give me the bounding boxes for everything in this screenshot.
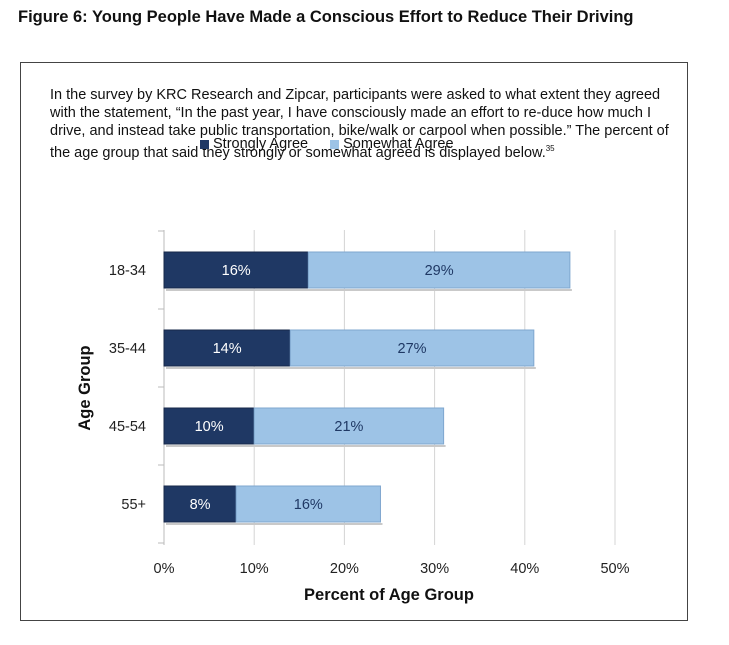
figure-title: Figure 6: Young People Have Made a Consc… (18, 8, 634, 26)
legend-label-somewhat: Somewhat Agree (343, 136, 454, 152)
legend-swatch-somewhat (330, 139, 340, 149)
footnote-ref: 35 (545, 144, 555, 153)
category-label: 55+ (121, 497, 146, 513)
bar-strongly (163, 251, 309, 289)
bar-value-label: 29% (425, 263, 454, 279)
intro-text: In the survey by KRC Research and Zipcar… (50, 86, 675, 162)
x-axis-title: Percent of Age Group (304, 586, 474, 604)
bar-strongly (163, 407, 255, 445)
x-tick-label: 10% (240, 561, 269, 577)
bar-value-label: 8% (190, 497, 211, 513)
bar-value-label: 10% (195, 419, 224, 435)
bar-value-label: 16% (222, 263, 251, 279)
bar-value-label: 16% (294, 497, 323, 513)
x-tick-label: 40% (510, 561, 539, 577)
x-tick-label: 30% (420, 561, 449, 577)
intro-body: In the survey by KRC Research and Zipcar… (50, 87, 669, 161)
category-label: 18-34 (109, 263, 146, 279)
legend-label-strongly: Strongly Agree (213, 136, 309, 152)
legend-item-somewhat: Somewhat Agree (330, 136, 454, 152)
bar-value-label: 27% (398, 341, 427, 357)
x-tick-label: 20% (330, 561, 359, 577)
x-tick-label: 50% (600, 561, 629, 577)
legend-swatch-strongly (200, 139, 209, 149)
x-tick-label: 0% (154, 561, 175, 577)
y-axis-title: Age Group (76, 345, 94, 430)
bar-value-label: 21% (334, 419, 363, 435)
bar-somewhat (235, 485, 381, 523)
bar-somewhat (289, 329, 535, 367)
bar-strongly (163, 329, 291, 367)
category-label: 35-44 (109, 341, 146, 357)
bar-value-label: 14% (213, 341, 242, 357)
chart-legend: Strongly Agree Somewhat Agree (200, 136, 476, 152)
bar-somewhat (307, 251, 571, 289)
figure-frame: In the survey by KRC Research and Zipcar… (20, 62, 688, 621)
category-label: 45-54 (109, 419, 146, 435)
legend-item-strongly: Strongly Agree (200, 136, 308, 152)
bar-somewhat (253, 407, 445, 445)
